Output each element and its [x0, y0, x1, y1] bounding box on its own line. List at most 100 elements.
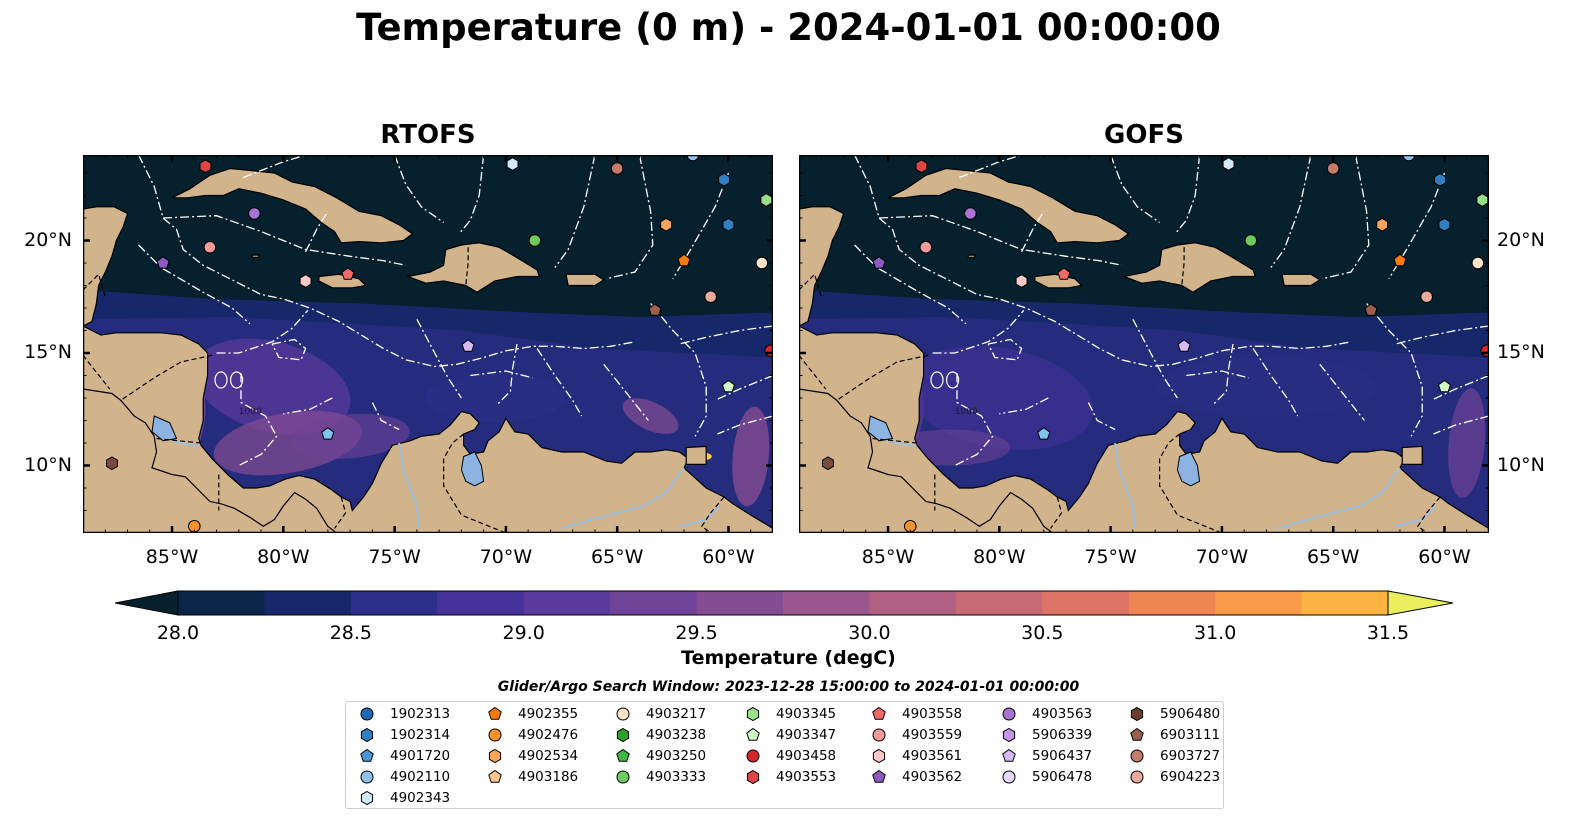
legend-marker — [360, 707, 374, 721]
gofs-map-panel: 1000 — [799, 155, 1489, 533]
legend-marker-circle-icon — [360, 770, 374, 784]
legend-marker-circle-icon — [360, 707, 374, 721]
river — [561, 467, 685, 530]
legend-marker-pentagon-icon — [872, 706, 886, 720]
rtofs-map-panel: 1000 — [83, 155, 773, 533]
float-marker-4903562 — [872, 256, 886, 269]
legend-marker — [746, 769, 760, 785]
legend-marker-circle-icon — [1130, 749, 1144, 763]
legend-label: 4903562 — [902, 769, 963, 785]
legend-label: 4903553 — [776, 769, 837, 785]
float-marker-unlisted-29 — [822, 456, 834, 471]
legend-label: 5906480 — [1160, 706, 1221, 722]
lake — [460, 451, 485, 487]
eez-boundary — [714, 374, 773, 401]
legend-item: 4903186 — [484, 767, 578, 787]
legend-item: 4902343 — [356, 788, 450, 808]
map-frame — [799, 155, 1489, 533]
y-tick-label-right: 20°N — [1497, 228, 1545, 251]
x-tick-label: 75°W — [1084, 546, 1137, 568]
legend-marker-hexagon-icon — [616, 727, 630, 743]
legend-marker — [488, 748, 502, 764]
legend-item: 4903347 — [742, 725, 836, 745]
legend-marker — [1002, 707, 1016, 721]
legend-marker — [1130, 770, 1144, 784]
legend-label: 4902343 — [390, 790, 451, 806]
bathymetry-contour — [945, 371, 960, 389]
legend-label: 4902534 — [518, 748, 579, 764]
legend-item: 6903727 — [1126, 746, 1220, 766]
float-marker-6904223 — [704, 290, 717, 304]
eez-boundary — [1186, 370, 1249, 379]
legend-item: 5906480 — [1126, 704, 1220, 724]
river — [1114, 442, 1137, 529]
colorbar-tick-label: 28.5 — [329, 622, 372, 644]
temperature-anomaly — [290, 413, 410, 459]
float-marker-4902534 — [1376, 217, 1389, 232]
eez-boundary — [283, 397, 333, 415]
legend-marker — [872, 728, 886, 742]
bathymetry-contour — [930, 371, 944, 389]
legend-marker-hexagon-icon — [360, 727, 374, 743]
eez-boundary — [650, 303, 707, 437]
contour-label: 1000 — [239, 407, 262, 417]
legend-label: 4902355 — [518, 706, 579, 722]
legend-marker-circle-icon — [1002, 707, 1016, 721]
legend-item: 4903559 — [868, 725, 962, 745]
land-yucatan — [83, 206, 129, 327]
eez-boundary — [1087, 402, 1116, 431]
eez-boundary — [1395, 325, 1489, 345]
legend-marker — [1002, 748, 1016, 762]
legend-label: 5906339 — [1032, 727, 1093, 743]
river — [887, 439, 915, 447]
lake — [867, 415, 894, 442]
float-marker-4903553 — [915, 159, 928, 174]
eez-boundary — [854, 244, 967, 325]
y-tick-label-left: 10°N — [24, 453, 72, 476]
eez-boundary — [879, 215, 1122, 266]
colorbar-label: Temperature (degC) — [681, 647, 896, 669]
eez-boundary — [470, 370, 533, 379]
float-marker-unlisted-31 — [1438, 217, 1451, 232]
eez-boundary — [932, 309, 1025, 354]
page-title: Temperature (0 m) - 2024-01-01 00:00:00 — [356, 6, 1221, 49]
river — [398, 442, 421, 529]
colorbar-tick-label: 31.0 — [1193, 622, 1237, 644]
colorbar-segment — [783, 591, 871, 615]
y-tick-label-right: 10°N — [1497, 453, 1545, 476]
float-marker-4903558 — [1057, 267, 1071, 280]
colorbar-segment — [610, 591, 698, 615]
eez-boundary — [1430, 374, 1489, 401]
legend-item: 4903238 — [612, 725, 706, 745]
eez-boundary — [679, 325, 773, 345]
land-hispaniola — [405, 242, 541, 294]
float-marker-5906437 — [1177, 339, 1191, 352]
colorbar-tick-label: 28.0 — [156, 622, 200, 644]
legend-item: 4903553 — [742, 767, 836, 787]
colorbar-extend-low — [115, 590, 179, 616]
legend-marker — [616, 748, 630, 762]
legend-marker — [746, 727, 760, 741]
legend-label: 4903186 — [518, 769, 579, 785]
lake — [1176, 451, 1201, 487]
legend-item: 4902534 — [484, 746, 578, 766]
y-tick-label-right: 15°N — [1497, 341, 1545, 363]
country-border — [1416, 496, 1441, 533]
float-marker-4903563 — [964, 207, 977, 220]
eez-boundary — [163, 215, 406, 266]
legend-marker — [872, 748, 886, 764]
legend-marker-hexagon-icon — [746, 706, 760, 722]
float-marker-4902355 — [1393, 253, 1407, 267]
eez-boundary — [999, 397, 1049, 415]
legend-marker — [872, 706, 886, 720]
land-hispaniola — [1121, 242, 1257, 294]
x-tick-label: 60°W — [702, 546, 755, 568]
legend-marker-hexagon-icon — [488, 748, 502, 764]
land-trinidad — [1401, 445, 1423, 465]
colorbar-segment — [1215, 591, 1303, 615]
x-tick-label: 85°W — [861, 546, 915, 568]
y-tick-label-left: 15°N — [24, 341, 72, 363]
float-marker-4902355 — [677, 253, 691, 267]
eez-boundary — [416, 318, 462, 399]
eez-boundary — [138, 155, 636, 368]
